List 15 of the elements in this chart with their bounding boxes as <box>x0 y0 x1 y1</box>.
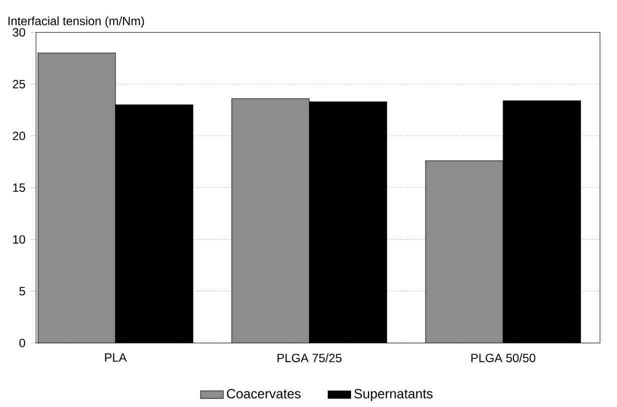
legend-label: Supernatants <box>354 388 433 402</box>
y-tick-label: 10 <box>13 235 26 244</box>
x-tick-label: PLGA 50/50 <box>471 353 536 362</box>
y-tick-label: 20 <box>12 132 26 140</box>
bar <box>425 160 504 343</box>
y-tick-label: 30 <box>12 28 26 37</box>
x-tick-label: PLGA 75/25 <box>278 353 342 362</box>
y-tick-label: 5 <box>19 287 26 296</box>
y-tick-label: 0 <box>19 338 26 348</box>
y-axis-title: Interfacial tension (m/Nm) <box>8 16 144 28</box>
bar <box>38 52 116 343</box>
legend-label: Coacervates <box>226 388 301 398</box>
y-tick-label: 25 <box>12 80 26 88</box>
y-tick-label: 15 <box>13 183 26 192</box>
x-tick-label: PLA <box>105 353 127 362</box>
